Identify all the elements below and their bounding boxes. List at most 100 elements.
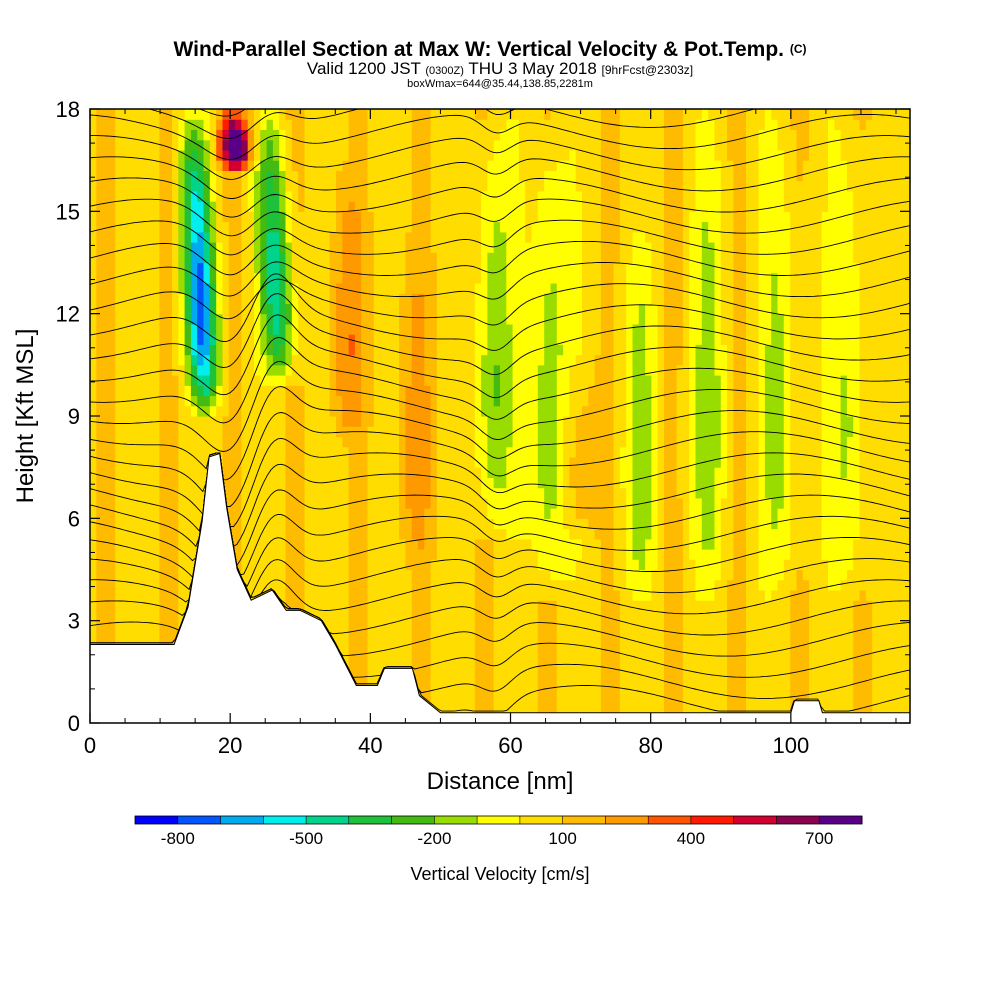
velocity-cell: [487, 139, 495, 151]
velocity-cell: [329, 170, 337, 182]
velocity-cell: [127, 620, 135, 632]
velocity-cell: [607, 590, 615, 601]
velocity-cell: [216, 436, 224, 448]
velocity-cell: [336, 518, 343, 530]
velocity-cell: [436, 170, 444, 182]
velocity-cell: [134, 487, 142, 499]
velocity-cell: [216, 149, 224, 161]
velocity-cell: [329, 600, 337, 611]
velocity-cell: [525, 170, 533, 182]
velocity-cell: [468, 170, 476, 182]
velocity-cell: [600, 109, 608, 120]
velocity-cell: [399, 569, 406, 581]
velocity-cell: [298, 354, 306, 366]
velocity-cell: [399, 385, 406, 397]
velocity-cell: [354, 436, 362, 448]
velocity-cell: [544, 600, 552, 611]
velocity-cell: [361, 293, 369, 304]
velocity-cell: [531, 538, 539, 550]
velocity-cell: [405, 293, 413, 304]
velocity-cell: [146, 395, 154, 407]
velocity-cell: [411, 538, 419, 550]
velocity-cell: [285, 497, 293, 509]
velocity-cell: [127, 538, 135, 550]
velocity-cell: [285, 221, 293, 233]
velocity-cell: [588, 651, 596, 663]
velocity-cell: [455, 682, 463, 693]
velocity-cell: [436, 569, 444, 581]
velocity-cell: [582, 559, 589, 571]
velocity-cell: [462, 559, 470, 571]
velocity-cell: [285, 344, 293, 356]
velocity-cell: [556, 630, 564, 642]
velocity-cell: [317, 201, 324, 212]
velocity-cell: [146, 334, 154, 345]
velocity-cell: [474, 180, 482, 192]
velocity-cell: [323, 569, 331, 581]
velocity-cell: [197, 446, 205, 458]
velocity-cell: [348, 344, 356, 356]
velocity-cell: [90, 354, 97, 366]
velocity-cell: [392, 283, 400, 294]
velocity-cell: [342, 364, 350, 376]
velocity-cell: [272, 252, 280, 264]
velocity-cell: [506, 590, 514, 601]
velocity-cell: [354, 354, 362, 366]
velocity-cell: [90, 497, 97, 509]
velocity-cell: [361, 518, 369, 530]
velocity-cell: [134, 395, 142, 407]
velocity-cell: [108, 211, 116, 223]
velocity-cell: [222, 180, 230, 192]
velocity-cell: [342, 487, 350, 499]
velocity-cell: [392, 549, 400, 560]
velocity-cell: [544, 610, 552, 622]
velocity-cell: [336, 405, 343, 417]
velocity-cell: [317, 129, 324, 141]
velocity-cell: [165, 395, 173, 407]
velocity-cell: [500, 160, 507, 171]
velocity-cell: [134, 456, 142, 468]
velocity-cell: [468, 405, 476, 417]
velocity-cell: [500, 180, 507, 192]
velocity-cell: [506, 190, 514, 202]
velocity-cell: [582, 467, 589, 478]
velocity-cell: [317, 190, 324, 202]
velocity-cell: [96, 354, 104, 366]
velocity-cell: [115, 446, 123, 458]
velocity-cell: [563, 334, 570, 345]
velocity-cell: [134, 590, 142, 601]
velocity-cell: [165, 528, 173, 540]
velocity-cell: [512, 303, 520, 315]
velocity-cell: [474, 549, 482, 560]
velocity-cell: [134, 129, 142, 141]
velocity-cell: [462, 354, 470, 366]
velocity-cell: [537, 323, 545, 335]
velocity-cell: [254, 518, 261, 530]
velocity-cell: [569, 109, 577, 120]
velocity-cell: [342, 518, 350, 530]
velocity-cell: [285, 180, 293, 192]
velocity-cell: [235, 170, 242, 182]
velocity-cell: [430, 538, 438, 550]
velocity-cell: [361, 283, 369, 294]
velocity-cell: [468, 231, 476, 243]
velocity-cell: [474, 129, 482, 141]
velocity-cell: [607, 416, 615, 427]
velocity-cell: [159, 630, 167, 642]
velocity-cell: [525, 405, 533, 417]
velocity-cell: [260, 518, 268, 530]
velocity-cell: [159, 201, 167, 212]
velocity-cell: [525, 630, 533, 642]
velocity-cell: [241, 231, 249, 243]
velocity-cell: [90, 334, 97, 345]
velocity-cell: [108, 190, 116, 202]
velocity-cell: [474, 630, 482, 642]
velocity-cell: [531, 579, 539, 591]
velocity-cell: [386, 569, 394, 581]
velocity-cell: [544, 692, 552, 704]
velocity-cell: [506, 303, 514, 315]
velocity-cell: [304, 119, 312, 130]
velocity-cell: [367, 600, 375, 611]
velocity-cell: [310, 416, 318, 427]
velocity-cell: [531, 160, 539, 171]
